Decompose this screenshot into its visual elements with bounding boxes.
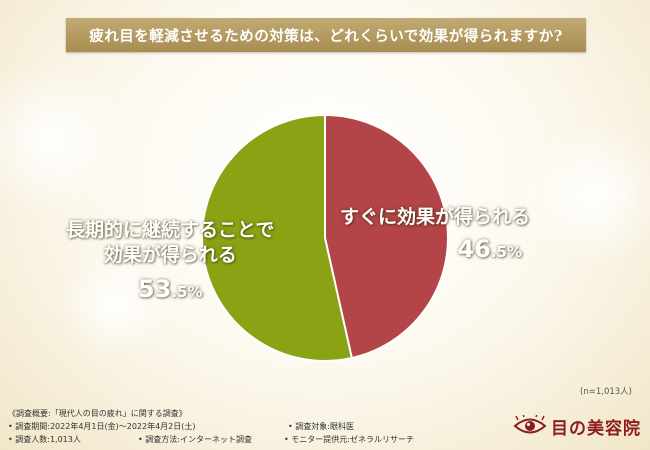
survey-target: • 調査対象:眼科医 [288, 422, 354, 431]
survey-monitor: • モニター提供元:ゼネラルリサーチ [284, 435, 414, 444]
brand-logo: 目の美容院 [513, 406, 643, 446]
bokeh-light [520, 120, 650, 270]
survey-heading: 《調査概要:「現代人の目の疲れ」に関する調査》 [8, 409, 187, 418]
slice-percent: 46.5% [457, 235, 523, 263]
chart-title: 疲れ目を軽減させるための対策は、どれくらいで効果が得られますか? [66, 18, 586, 52]
survey-overview: 《調査概要:「現代人の目の疲れ」に関する調査》 • 調査期間:2022年4月1日… [8, 407, 518, 446]
slice-percent: 53.5% [137, 275, 203, 303]
pie-slice-1 [201, 113, 354, 362]
survey-row: • 調査人数:1,013人 • 調査方法:インターネット調査 • モニター提供元… [8, 433, 518, 446]
survey-method: • 調査方法:インターネット調査 [138, 435, 252, 444]
survey-count: • 調査人数:1,013人 [8, 435, 81, 444]
pie-slice-0 [324, 113, 450, 360]
survey-period: • 調査期間:2022年4月1日(金)〜2022年4月2日(土) [8, 422, 196, 431]
bokeh-light [0, 60, 130, 220]
survey-row: • 調査期間:2022年4月1日(金)〜2022年4月2日(土) • 調査対象:… [8, 420, 518, 433]
slice-label-text: すぐに効果が得られる [340, 206, 531, 228]
slice-label-long-term: 長期的に継続することで 効果が得られる 53.5% [66, 218, 274, 305]
logo-text: 目の美容院 [551, 418, 641, 439]
bokeh-light [60, 250, 170, 360]
sample-size-note: (n=1,013人) [580, 387, 632, 397]
slice-label-text: 長期的に継続することで [66, 219, 275, 241]
eye-icon [513, 415, 547, 434]
slice-label-text: 効果が得られる [103, 244, 237, 266]
slice-label-immediate: すぐに効果が得られる 46.5% [340, 205, 530, 265]
